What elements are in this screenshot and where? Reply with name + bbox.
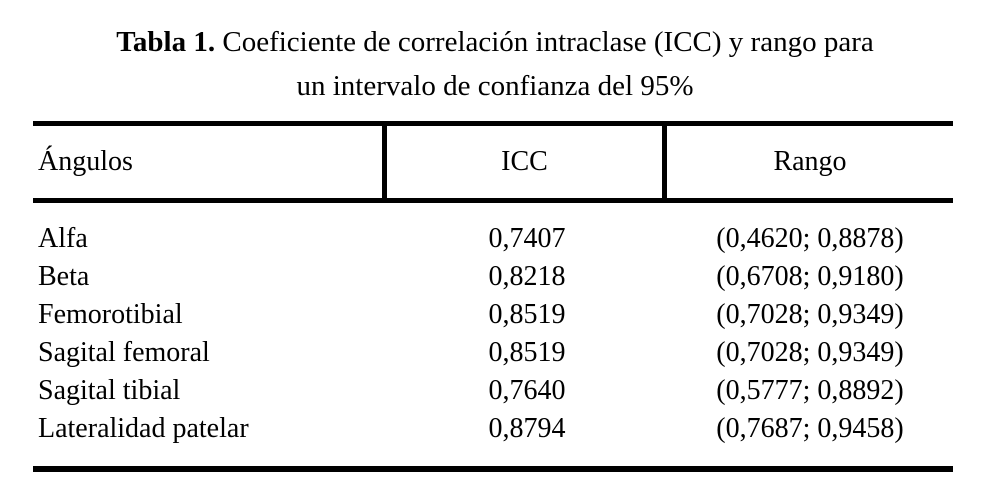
table-row: Beta 0,8218 (0,6708; 0,9180) bbox=[33, 258, 953, 296]
range-cell: (0,4620; 0,8878) bbox=[716, 223, 904, 254]
range-cell: (0,7028; 0,9349) bbox=[716, 337, 904, 368]
column-header-angulos: Ángulos bbox=[33, 126, 387, 198]
angle-cell: Sagital tibial bbox=[38, 375, 181, 406]
angle-cell: Femorotibial bbox=[38, 299, 183, 330]
icc-cell: 0,8794 bbox=[488, 413, 566, 444]
table-row: Sagital tibial 0,7640 (0,5777; 0,8892) bbox=[33, 372, 953, 410]
table-row: Femorotibial 0,8519 (0,7028; 0,9349) bbox=[33, 296, 953, 334]
angle-cell: Alfa bbox=[38, 223, 88, 254]
caption-text: Coeficiente de correlación intraclase (I… bbox=[222, 26, 874, 58]
icc-cell: 0,7407 bbox=[488, 223, 566, 254]
icc-cell: 0,8218 bbox=[488, 261, 566, 292]
range-cell: (0,6708; 0,9180) bbox=[716, 261, 904, 292]
table-row: Alfa 0,7407 (0,4620; 0,8878) bbox=[33, 220, 953, 258]
caption-line-2: un intervalo de confianza del 95% bbox=[296, 70, 694, 102]
range-cell: (0,5777; 0,8892) bbox=[716, 375, 904, 406]
icc-cell: 0,8519 bbox=[488, 299, 566, 330]
table-row: Lateralidad patelar 0,8794 (0,7687; 0,94… bbox=[33, 410, 953, 448]
column-header-rango: Rango bbox=[773, 146, 847, 177]
angle-cell: Beta bbox=[38, 261, 90, 292]
table-header-row: Ángulos ICC Rango bbox=[33, 121, 953, 203]
column-header-icc: ICC bbox=[387, 126, 667, 198]
range-cell: (0,7028; 0,9349) bbox=[716, 299, 904, 330]
table-body: Alfa 0,7407 (0,4620; 0,8878) Beta 0,8218… bbox=[33, 203, 953, 472]
table-caption: Tabla 1. Coeficiente de correlación intr… bbox=[0, 20, 990, 108]
caption-label: Tabla 1. bbox=[116, 26, 216, 58]
angle-cell: Lateralidad patelar bbox=[38, 413, 249, 444]
table-row: Sagital femoral 0,8519 (0,7028; 0,9349) bbox=[33, 334, 953, 372]
angle-cell: Sagital femoral bbox=[38, 337, 210, 368]
icc-cell: 0,8519 bbox=[488, 337, 566, 368]
icc-table: Ángulos ICC Rango Alfa 0,7407 (0,4620; 0… bbox=[33, 121, 953, 472]
caption-line-1: Tabla 1. Coeficiente de correlación intr… bbox=[0, 20, 990, 64]
icc-cell: 0,7640 bbox=[488, 375, 566, 406]
range-cell: (0,7687; 0,9458) bbox=[716, 413, 904, 444]
